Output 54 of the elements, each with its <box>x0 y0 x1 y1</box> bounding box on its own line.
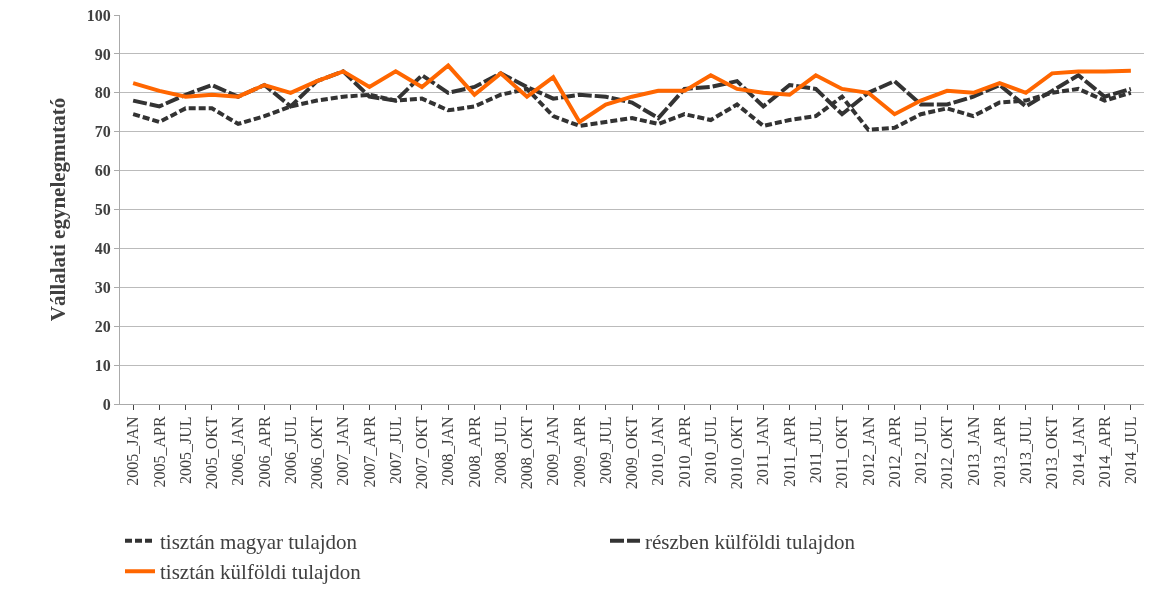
x-tick-label: 2011_APR <box>780 416 798 487</box>
x-tick-label: 2008_JUL <box>491 416 509 484</box>
x-tick-label: 2013_APR <box>990 416 1008 488</box>
x-tick-label: 2009_JAN <box>544 415 562 486</box>
x-tick-label: 2012_APR <box>885 416 903 488</box>
x-tick-label: 2009_OKT <box>623 416 641 490</box>
x-tick-label: 2011_OKT <box>833 416 851 489</box>
x-tick-label: 2009_APR <box>570 416 588 488</box>
x-tick-label: 2012_JUL <box>912 416 930 484</box>
x-tick-label: 2010_APR <box>675 416 693 488</box>
x-tick-label: 2008_JAN <box>439 415 457 486</box>
x-tick-label: 2014_JAN <box>1069 415 1087 486</box>
x-tick-label: 2006_JUL <box>281 416 299 484</box>
x-tick-label: 2010_JUL <box>701 416 719 484</box>
x-tick-label: 2013_JAN <box>964 415 982 486</box>
y-tick-label: 0 <box>102 395 111 413</box>
legend-label: tisztán magyar tulajdon <box>160 530 358 555</box>
x-tick-label: 2011_JAN <box>754 415 772 486</box>
y-tick-label: 70 <box>94 123 111 141</box>
y-tick-label: 30 <box>94 278 111 296</box>
y-tick-label: 100 <box>86 6 111 24</box>
y-tick-label: 20 <box>94 317 111 335</box>
x-tick-label: 2010_JAN <box>649 415 667 486</box>
x-tick-label: 2014_JUL <box>1122 416 1140 484</box>
y-tick-label: 50 <box>94 201 111 219</box>
x-tick-label: 2005_JUL <box>176 416 194 484</box>
y-tick-label: 10 <box>94 356 111 374</box>
x-tick-label: 2012_JAN <box>859 415 877 486</box>
x-tick-label: 2005_JAN <box>124 415 142 486</box>
x-tick-label: 2007_APR <box>360 416 378 488</box>
y-tick-label: 40 <box>94 240 111 257</box>
x-tick-label: 2008_APR <box>465 416 483 488</box>
x-tick-label: 2011_JUL <box>806 416 824 484</box>
x-tick-label: 2013_JUL <box>1017 416 1035 484</box>
y-tick-label: 60 <box>94 162 111 180</box>
x-tick-label: 2006_OKT <box>308 416 326 490</box>
x-tick-label: 2010_OKT <box>728 416 746 490</box>
x-tick-label: 2005_APR <box>150 416 168 488</box>
x-tick-label: 2009_JUL <box>596 416 614 484</box>
legend-label: részben külföldi tulajdon <box>645 530 856 555</box>
x-tick-label: 2014_APR <box>1095 416 1113 488</box>
x-tick-label: 2007_OKT <box>413 416 431 490</box>
y-tick-label: 90 <box>94 45 111 63</box>
x-tick-label: 2012_OKT <box>938 416 956 490</box>
x-tick-label: 2006_JAN <box>229 415 247 486</box>
y-tick-label: 80 <box>94 84 111 102</box>
x-tick-label: 2008_OKT <box>518 416 536 490</box>
x-tick-label: 2005_OKT <box>203 416 221 490</box>
x-tick-label: 2006_APR <box>255 416 273 488</box>
y-axis-title: Vállalati egynelegmutató <box>45 97 70 322</box>
x-tick-label: 2013_OKT <box>1043 416 1061 490</box>
legend-label: tisztán külföldi tulajdon <box>160 560 362 585</box>
x-tick-label: 2007_JAN <box>334 415 352 486</box>
x-tick-label: 2007_JUL <box>386 416 404 484</box>
